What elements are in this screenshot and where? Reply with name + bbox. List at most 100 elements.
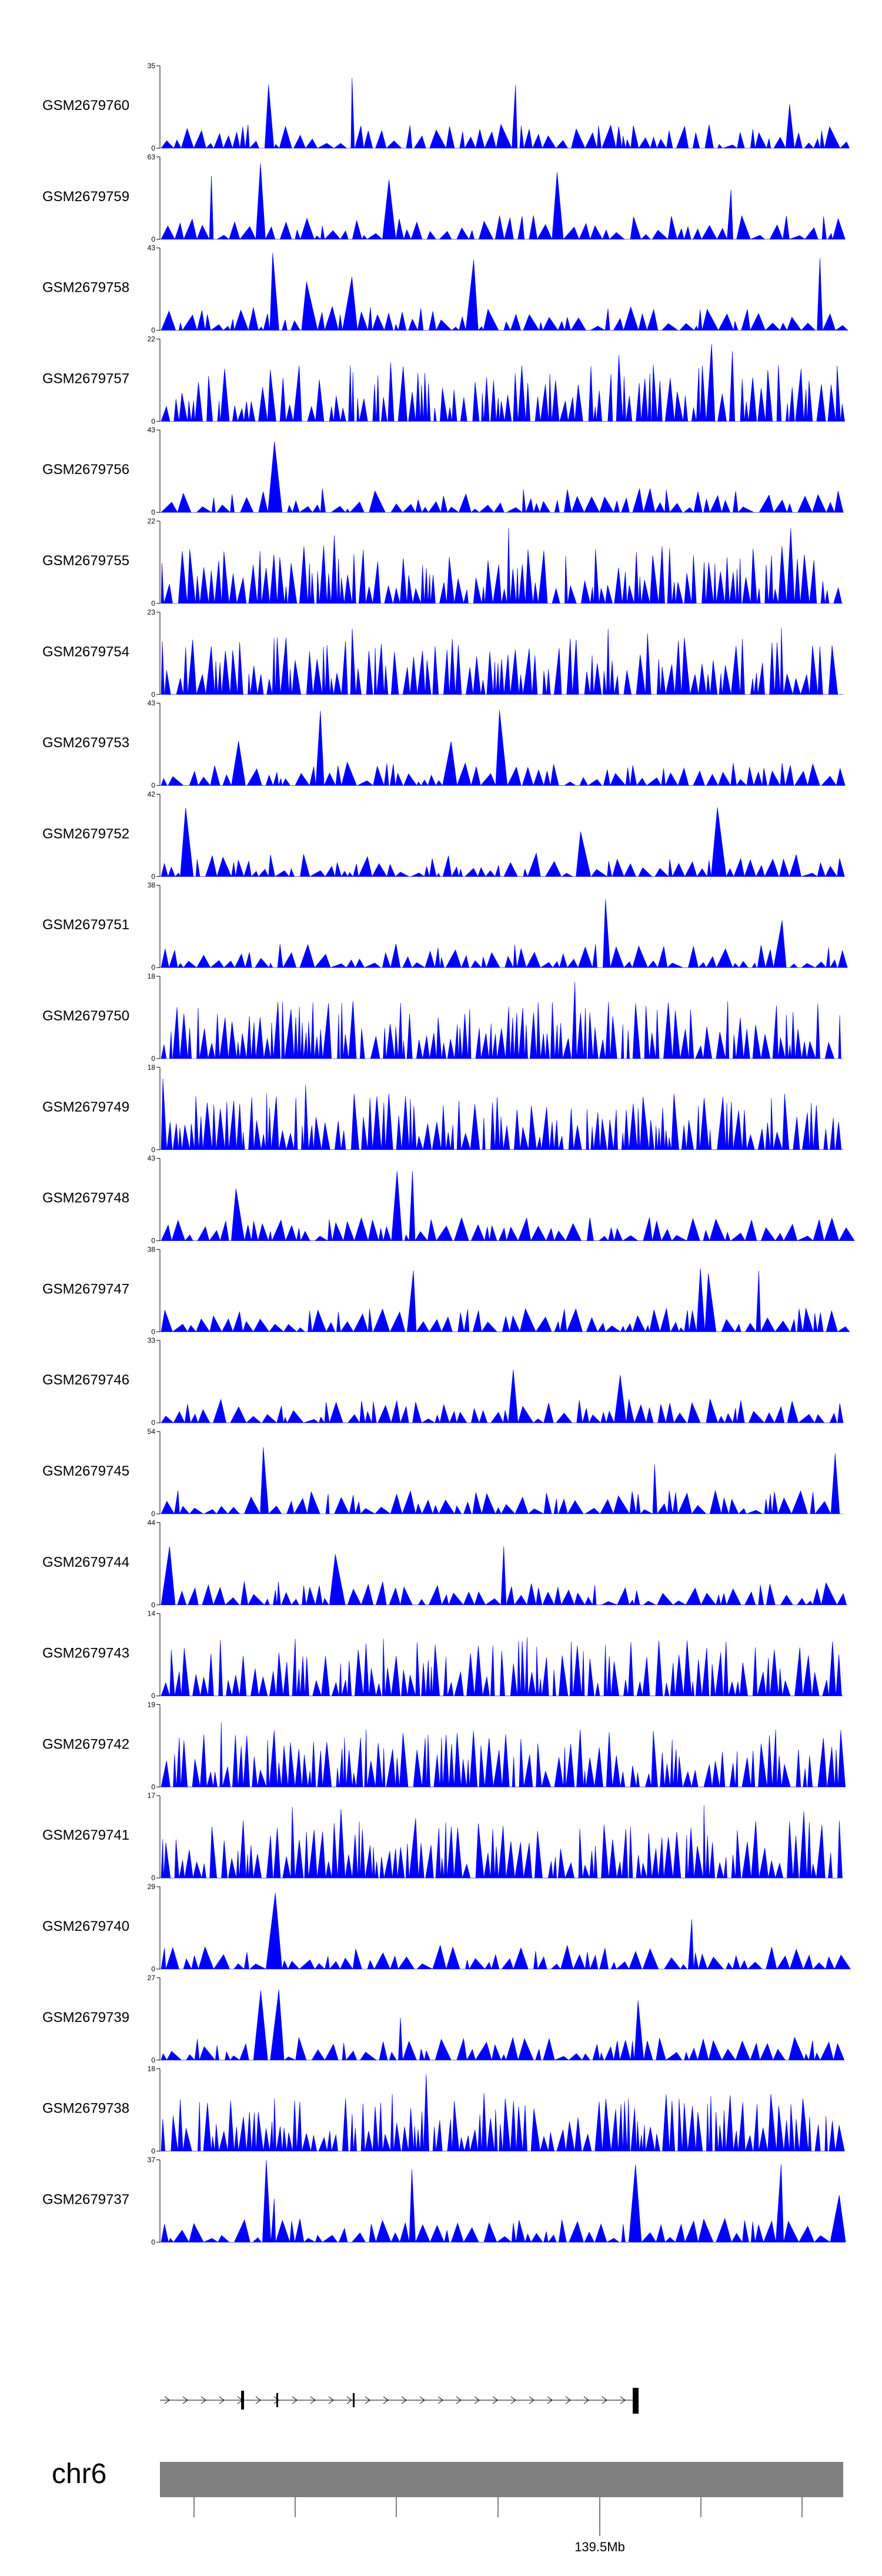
strand-arrow: [292, 2396, 298, 2404]
y-max-label: 14: [148, 1610, 156, 1618]
signal-area: [160, 343, 845, 422]
track-label: GSM2679755: [42, 553, 129, 569]
strand-arrow: [529, 2396, 534, 2404]
signal-area: [160, 1079, 843, 1150]
strand-arrow: [365, 2396, 370, 2404]
track-label: GSM2679738: [42, 2101, 129, 2117]
y-max-label: 43: [148, 426, 156, 434]
y-max-label: 22: [148, 517, 156, 525]
y-max-label: 44: [148, 1519, 156, 1527]
gene-strand-arrows: [164, 2396, 626, 2404]
track-label: GSM2679746: [42, 1372, 129, 1388]
track-layer: GSM2679760350GSM2679759630GSM2679758430G…: [42, 62, 855, 2246]
strand-arrow: [201, 2396, 206, 2404]
y-max-label: 27: [148, 1974, 156, 1982]
track-label: GSM2679739: [42, 2010, 129, 2026]
track-label: GSM2679743: [42, 1646, 129, 1661]
y-max-label: 22: [148, 335, 156, 343]
track-label: GSM2679744: [42, 1554, 129, 1570]
strand-arrow: [620, 2396, 626, 2404]
track-label: GSM2679757: [42, 371, 129, 386]
track-GSM2679756: GSM2679756 43 0: [42, 426, 844, 516]
track-label: GSM2679750: [42, 1008, 129, 1024]
strand-arrow: [456, 2396, 462, 2404]
signal-area: [160, 528, 843, 604]
strand-arrow: [510, 2396, 516, 2404]
y-min-label: 0: [151, 1055, 155, 1063]
signal-area: [160, 628, 843, 695]
track-GSM2679742: GSM2679742 19 0: [42, 1700, 846, 1791]
strand-arrow: [219, 2396, 225, 2404]
track-label: GSM2679747: [42, 1281, 129, 1297]
track-GSM2679740: GSM2679740 29 0: [42, 1883, 851, 1973]
y-min-label: 0: [151, 1237, 155, 1245]
signal-area: [160, 441, 844, 513]
strand-arrow: [328, 2396, 334, 2404]
track-GSM2679758: GSM2679758 43 0: [42, 244, 848, 335]
signal-area: [160, 1171, 855, 1242]
signal-area: [160, 1893, 851, 1970]
track-GSM2679760: GSM2679760 35 0: [42, 62, 850, 152]
gene-exon: [241, 2391, 244, 2410]
signal-area: [160, 1447, 843, 1515]
signal-area: [160, 1989, 845, 2061]
y-max-label: 18: [148, 2065, 156, 2073]
track-GSM2679741: GSM2679741 17 0: [42, 1791, 843, 1882]
track-label: GSM2679745: [42, 1463, 129, 1479]
signal-area: [160, 1722, 846, 1787]
y-min-label: 0: [151, 2056, 155, 2064]
track-GSM2679745: GSM2679745 54 0: [42, 1427, 843, 1518]
y-max-label: 33: [148, 1336, 156, 1344]
y-min-label: 0: [151, 1601, 155, 1609]
track-GSM2679757: GSM2679757 22 0: [42, 335, 845, 425]
y-min-label: 0: [151, 782, 155, 790]
y-min-label: 0: [151, 1692, 155, 1700]
track-label: GSM2679751: [42, 917, 129, 933]
track-GSM2679737: GSM2679737 37 0: [42, 2155, 846, 2246]
strand-arrow: [401, 2396, 407, 2404]
y-min-label: 0: [151, 1146, 155, 1154]
signal-area: [160, 1637, 843, 1696]
track-GSM2679750: GSM2679750 18 0: [42, 972, 843, 1063]
strand-arrow: [310, 2396, 316, 2404]
track-label: GSM2679759: [42, 189, 129, 205]
track-label: GSM2679749: [42, 1099, 129, 1115]
y-max-label: 19: [148, 1700, 156, 1709]
track-GSM2679739: GSM2679739 27 0: [42, 1974, 845, 2064]
signal-area: [160, 710, 846, 786]
y-min-label: 0: [151, 2238, 155, 2246]
track-GSM2679753: GSM2679753 43 0: [42, 699, 846, 790]
track-GSM2679755: GSM2679755 22 0: [42, 517, 843, 608]
strand-arrow: [273, 2396, 279, 2404]
ideogram-ticks: [193, 2497, 803, 2517]
y-max-label: 37: [148, 2155, 156, 2164]
track-GSM2679749: GSM2679749 18 0: [42, 1063, 843, 1154]
track-label: GSM2679756: [42, 462, 129, 478]
signal-area: [160, 1369, 844, 1424]
chromosome-ideogram: chr6 139.5Mb: [52, 2458, 843, 2554]
track-label: GSM2679740: [42, 1918, 129, 1934]
strand-arrow: [547, 2396, 553, 2404]
y-max-label: 43: [148, 1154, 156, 1163]
strand-arrow: [419, 2396, 425, 2404]
signal-area: [160, 78, 850, 149]
signal-area: [160, 2160, 846, 2243]
track-GSM2679748: GSM2679748 43 0: [42, 1154, 855, 1245]
track-GSM2679746: GSM2679746 33 0: [42, 1336, 844, 1427]
y-min-label: 0: [151, 508, 155, 516]
y-min-label: 0: [151, 1965, 155, 1973]
y-max-label: 18: [148, 1063, 156, 1072]
y-max-label: 43: [148, 699, 156, 708]
y-min-label: 0: [151, 1510, 155, 1518]
y-max-label: 17: [148, 1791, 156, 1800]
track-label: GSM2679742: [42, 1736, 129, 1752]
y-min-label: 0: [151, 872, 155, 880]
y-max-label: 43: [148, 244, 156, 252]
track-label: GSM2679758: [42, 280, 129, 296]
track-label: GSM2679753: [42, 735, 129, 751]
y-max-label: 42: [148, 790, 156, 798]
y-max-label: 23: [148, 608, 156, 616]
y-max-label: 54: [148, 1427, 156, 1436]
y-min-label: 0: [151, 1874, 155, 1882]
